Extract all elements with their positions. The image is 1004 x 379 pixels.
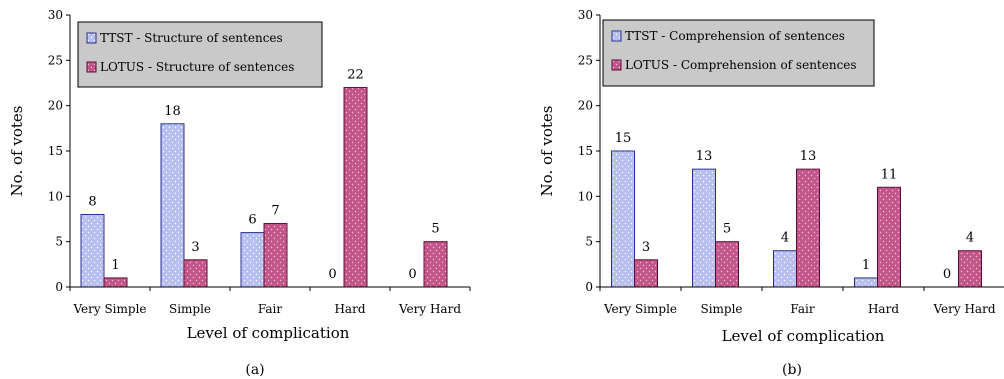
data-label: 8: [88, 194, 96, 209]
x-tick-label: Simple: [169, 302, 211, 316]
bar: [773, 250, 797, 288]
data-label: 15: [615, 131, 632, 146]
y-tick-label: 30: [578, 8, 593, 22]
bar: [263, 223, 288, 288]
x-tick-label: Very Hard: [932, 302, 995, 316]
legend: TTST - Structure of sentences LOTUS - Str…: [77, 21, 323, 88]
y-tick-label: 15: [48, 144, 63, 158]
y-tick-label: 20: [578, 99, 593, 113]
bar: [183, 259, 208, 288]
bar: [796, 168, 820, 288]
bar: [692, 168, 716, 288]
y-tick-label: 5: [585, 235, 593, 249]
legend-swatch: [86, 61, 97, 73]
data-label: 7: [271, 204, 279, 219]
y-tick-label: 10: [48, 189, 63, 203]
data-label: 13: [696, 149, 713, 164]
bar: [343, 87, 368, 288]
y-tick-label: 25: [578, 53, 593, 67]
data-label: 3: [642, 240, 650, 255]
y-tick-label: 25: [48, 53, 63, 67]
data-label: 6: [248, 213, 256, 228]
data-label: 5: [431, 222, 439, 237]
data-label: 4: [781, 231, 789, 246]
data-label: 0: [328, 267, 336, 282]
legend-label: TTST - Structure of sentences: [100, 31, 283, 45]
x-axis-title: Level of complication: [722, 327, 885, 345]
y-axis-title: No. of votes: [538, 106, 556, 197]
bars-group: 15 13 4 1 0 3 5 13 11 4: [611, 131, 982, 288]
data-label: 0: [408, 267, 416, 282]
legend-box: [77, 21, 323, 88]
legend-swatch: [611, 30, 622, 42]
x-tick-label: Very Hard: [398, 302, 461, 316]
bars-group: 8 18 6 0 0 1 3 7 22 5: [80, 68, 448, 288]
y-tick-label: 20: [48, 99, 63, 113]
x-tick-label: Very Simple: [603, 302, 677, 316]
y-tick-label: 0: [585, 280, 593, 294]
bar: [160, 123, 185, 288]
data-label: 4: [966, 231, 974, 246]
legend-label: TTST - Comprehension of sentences: [625, 29, 845, 43]
data-label: 1: [111, 258, 119, 273]
bar: [423, 241, 448, 288]
bar: [240, 232, 265, 288]
x-tick-label: Hard: [868, 302, 899, 316]
figure-caption: (b): [782, 362, 802, 378]
y-tick-label: 30: [48, 8, 63, 22]
legend-label: LOTUS - Structure of sentences: [100, 60, 294, 74]
bar: [715, 241, 739, 288]
legend-swatch: [611, 59, 622, 71]
x-tick-label: Fair: [258, 302, 283, 316]
x-tick-label: Simple: [700, 302, 742, 316]
data-label: 3: [191, 240, 199, 255]
x-tick-label: Fair: [790, 302, 815, 316]
legend-label: LOTUS - Comprehension of sentences: [625, 58, 857, 72]
data-label: 0: [943, 267, 951, 282]
legend: TTST - Comprehension of sentences LOTUS -…: [602, 19, 875, 87]
x-tick-label: Hard: [334, 302, 365, 316]
x-axis-title: Level of complication: [187, 324, 350, 342]
x-tick-label: Very Simple: [72, 302, 146, 316]
data-label: 11: [881, 167, 898, 182]
y-axis-title: No. of votes: [8, 106, 26, 197]
data-label: 22: [347, 68, 364, 83]
data-label: 18: [164, 104, 181, 119]
legend-box: [602, 19, 875, 87]
data-label: 13: [800, 149, 817, 164]
bar: [80, 213, 105, 288]
bar: [877, 186, 901, 288]
legend-swatch: [86, 32, 97, 44]
y-tick-label: 10: [578, 189, 593, 203]
bar: [634, 259, 658, 288]
bar: [611, 150, 635, 288]
bar: [854, 277, 878, 288]
bar: [958, 250, 982, 288]
figure-caption: (a): [245, 362, 264, 378]
chart-a: 8 18 6 0 0 1 3 7 22 5 0 5 10 15 20 25 30 Very Simple Simp…: [8, 8, 471, 378]
data-label: 5: [723, 222, 731, 237]
y-tick-label: 5: [55, 235, 63, 249]
y-tick-label: 15: [578, 144, 593, 158]
data-label: 1: [862, 258, 870, 273]
y-tick-label: 0: [55, 280, 63, 294]
bar: [103, 277, 128, 288]
